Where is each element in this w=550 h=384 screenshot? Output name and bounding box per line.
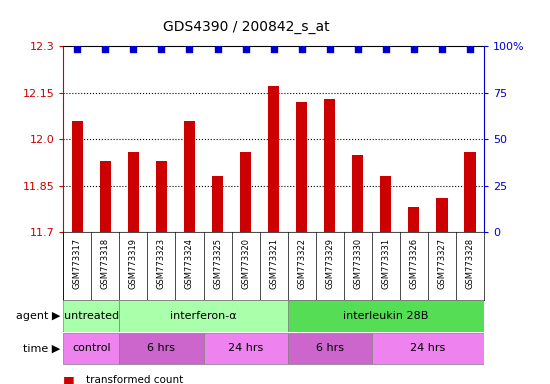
Text: GSM773319: GSM773319	[129, 238, 138, 289]
Text: interferon-α: interferon-α	[170, 311, 237, 321]
Bar	[204, 333, 288, 364]
Bar	[212, 176, 223, 232]
Bar	[100, 161, 111, 232]
Text: 24 hrs: 24 hrs	[410, 343, 446, 354]
Bar	[119, 333, 204, 364]
Bar	[324, 99, 336, 232]
Bar	[288, 300, 484, 331]
Bar	[352, 155, 364, 232]
Point	[157, 46, 166, 52]
Text: GSM773317: GSM773317	[73, 238, 82, 289]
Text: ■: ■	[63, 374, 75, 384]
Bar	[240, 152, 251, 232]
Point	[326, 46, 334, 52]
Text: 6 hrs: 6 hrs	[147, 343, 175, 354]
Bar	[288, 333, 372, 364]
Bar	[380, 176, 392, 232]
Text: GSM773326: GSM773326	[409, 238, 419, 289]
Bar	[63, 333, 119, 364]
Text: interleukin 28B: interleukin 28B	[343, 311, 428, 321]
Text: GSM773328: GSM773328	[465, 238, 475, 289]
Point	[382, 46, 390, 52]
Text: transformed count: transformed count	[86, 375, 184, 384]
Text: GSM773318: GSM773318	[101, 238, 110, 289]
Text: agent ▶: agent ▶	[16, 311, 61, 321]
Bar	[72, 121, 83, 232]
Point	[129, 46, 138, 52]
Text: GSM773324: GSM773324	[185, 238, 194, 289]
Bar	[268, 86, 279, 232]
Bar	[184, 121, 195, 232]
Point	[465, 46, 474, 52]
Text: GSM773327: GSM773327	[437, 238, 447, 289]
Point	[409, 46, 418, 52]
Bar	[156, 161, 167, 232]
Point	[297, 46, 306, 52]
Bar	[372, 333, 484, 364]
Point	[438, 46, 447, 52]
Bar	[408, 207, 420, 232]
Text: 6 hrs: 6 hrs	[316, 343, 344, 354]
Bar	[464, 152, 476, 232]
Text: GSM773321: GSM773321	[269, 238, 278, 289]
Point	[185, 46, 194, 52]
Point	[270, 46, 278, 52]
Text: GSM773331: GSM773331	[381, 238, 390, 289]
Point	[213, 46, 222, 52]
Text: 24 hrs: 24 hrs	[228, 343, 263, 354]
Point	[353, 46, 362, 52]
Point	[73, 46, 82, 52]
Bar	[296, 102, 307, 232]
Text: GDS4390 / 200842_s_at: GDS4390 / 200842_s_at	[163, 20, 329, 34]
Point	[241, 46, 250, 52]
Point	[101, 46, 110, 52]
Bar	[63, 300, 119, 331]
Text: GSM773330: GSM773330	[353, 238, 362, 289]
Bar	[128, 152, 139, 232]
Text: GSM773325: GSM773325	[213, 238, 222, 289]
Text: GSM773323: GSM773323	[157, 238, 166, 289]
Text: time ▶: time ▶	[23, 343, 61, 354]
Text: GSM773322: GSM773322	[297, 238, 306, 289]
Bar	[119, 300, 288, 331]
Text: GSM773320: GSM773320	[241, 238, 250, 289]
Text: GSM773329: GSM773329	[325, 238, 334, 289]
Bar	[436, 198, 448, 232]
Text: control: control	[72, 343, 111, 354]
Text: untreated: untreated	[64, 311, 119, 321]
